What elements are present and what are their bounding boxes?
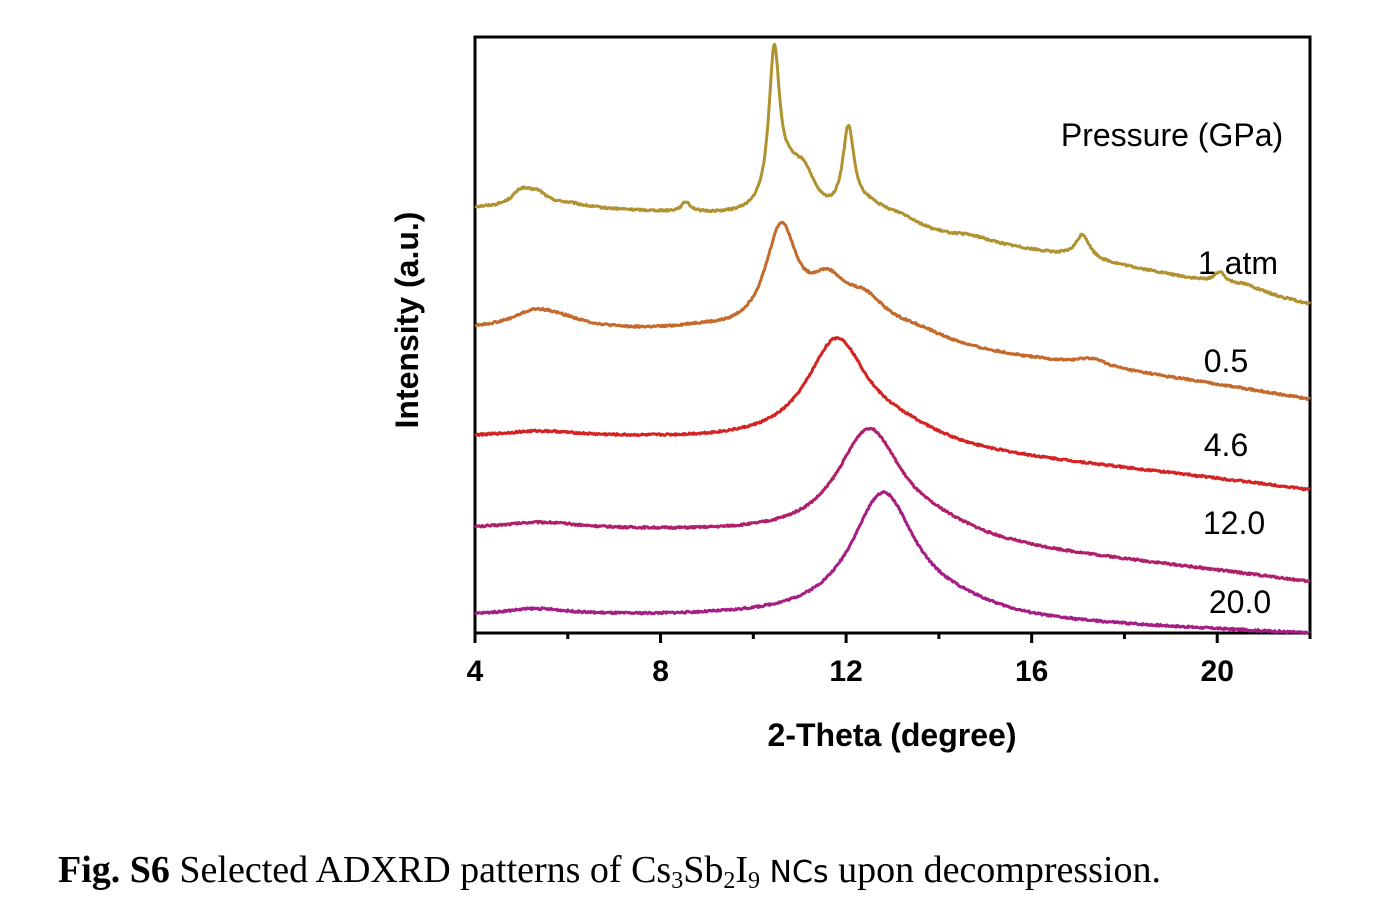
y-axis-label: Intensity (a.u.) bbox=[389, 212, 425, 429]
caption-text-after: upon decompression. bbox=[828, 849, 1162, 891]
x-tick-label-4: 4 bbox=[467, 655, 484, 688]
x-tick-label-8: 8 bbox=[652, 655, 669, 688]
caption-text-mid-1: Sb bbox=[683, 849, 724, 891]
caption-text-before: Selected ADXRD patterns of Cs bbox=[169, 849, 672, 891]
series-line-3 bbox=[473, 426, 1311, 584]
caption-sub-3: 9 bbox=[748, 868, 761, 894]
x-tick-label-20: 20 bbox=[1201, 655, 1234, 688]
figure-caption: Fig. S6 Selected ADXRD patterns of Cs3Sb… bbox=[58, 848, 1162, 894]
series-line-4 bbox=[474, 490, 1311, 636]
series-label-2: 4.6 bbox=[1204, 427, 1248, 463]
series-curves bbox=[473, 42, 1312, 636]
series-label-1: 0.5 bbox=[1204, 343, 1248, 379]
caption-text-mid-2: I bbox=[735, 849, 749, 891]
x-axis-ticks: 4 8 12 16 20 bbox=[467, 633, 1312, 688]
caption-label: Fig. S6 bbox=[58, 849, 170, 891]
series-line-2 bbox=[474, 336, 1311, 492]
series-label-4: 20.0 bbox=[1209, 584, 1271, 620]
series-line-1 bbox=[474, 220, 1311, 401]
series-label-3: 12.0 bbox=[1203, 505, 1265, 541]
caption-sub-2: 2 bbox=[723, 868, 736, 894]
plot-frame bbox=[473, 35, 1312, 635]
x-tick-label-16: 16 bbox=[1015, 655, 1048, 688]
x-axis-label: 2-Theta (degree) bbox=[768, 717, 1017, 753]
caption-sub-1: 3 bbox=[671, 868, 684, 894]
x-tick-label-12: 12 bbox=[829, 655, 862, 688]
series-line-0 bbox=[474, 42, 1312, 306]
legend-title: Pressure (GPa) bbox=[1061, 117, 1283, 153]
caption-text-mono: NCs bbox=[760, 855, 829, 890]
series-label-0: 1 atm bbox=[1198, 245, 1278, 281]
series-labels: 1 atm 0.5 4.6 12.0 20.0 bbox=[1198, 245, 1278, 620]
